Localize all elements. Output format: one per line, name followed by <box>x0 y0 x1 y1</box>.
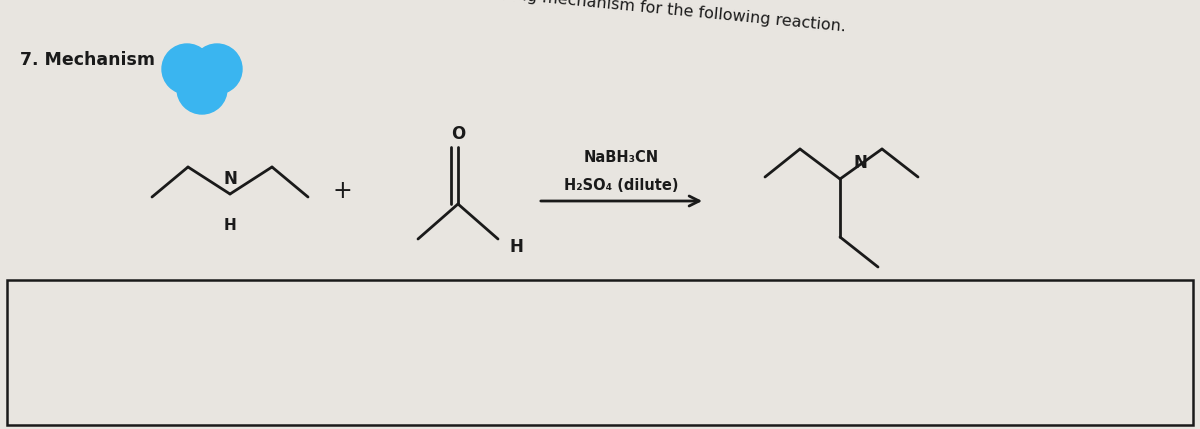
Text: Draw a complete arrow-pushing mechanism for the following reaction.: Draw a complete arrow-pushing mechanism … <box>280 0 846 34</box>
Text: H: H <box>223 218 236 233</box>
Text: H₂SO₄ (dilute): H₂SO₄ (dilute) <box>564 178 679 193</box>
Text: H: H <box>509 238 523 256</box>
Text: N: N <box>223 170 236 188</box>
Text: 7. Mechanism: 7. Mechanism <box>20 51 155 69</box>
Circle shape <box>162 44 212 94</box>
Circle shape <box>178 64 227 114</box>
Circle shape <box>192 44 242 94</box>
Bar <box>7 280 1193 425</box>
Text: O: O <box>451 125 466 143</box>
Text: NaBH₃CN: NaBH₃CN <box>584 150 659 165</box>
Text: N: N <box>853 154 866 172</box>
Text: +: + <box>332 179 352 203</box>
